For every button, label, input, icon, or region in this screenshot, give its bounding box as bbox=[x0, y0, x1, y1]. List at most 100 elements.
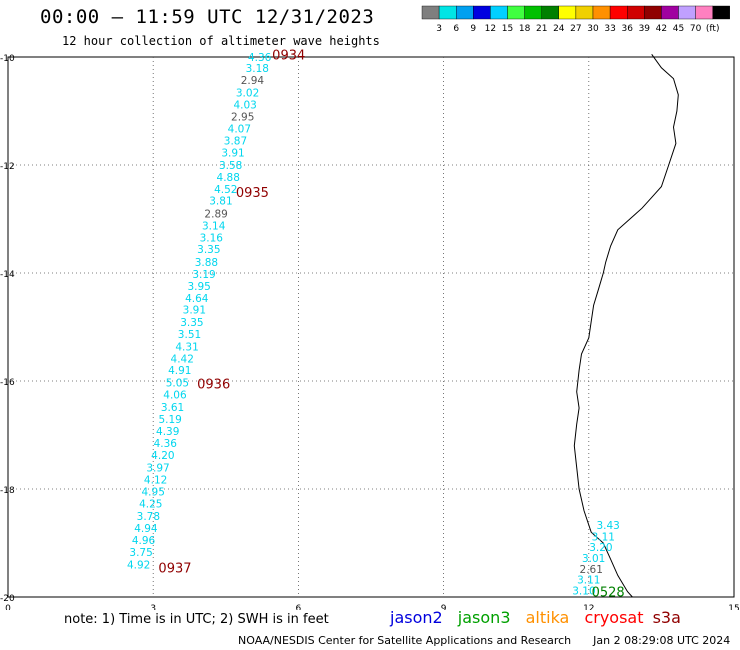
color-scale-label: 33 bbox=[604, 24, 615, 34]
x-tick-label: 15 bbox=[728, 604, 739, 610]
wave-height-label: 4.12 bbox=[144, 474, 167, 486]
wave-height-label: 4.91 bbox=[168, 365, 191, 377]
wave-height-label: 4.07 bbox=[228, 123, 251, 135]
color-scale-bar: 3 6 9 12 15 18 21 24 27 30 33 36 39 42 45 70 (ft) bbox=[421, 5, 731, 34]
wave-height-label: 4.52 bbox=[214, 184, 237, 196]
color-scale-label: 12 bbox=[485, 24, 496, 34]
wave-height-label: 3.75 bbox=[129, 547, 152, 559]
wave-height-label: 4.96 bbox=[132, 535, 156, 547]
generated-timestamp: Jan 2 08:29:08 UTC 2024 bbox=[593, 634, 731, 647]
color-scale-label: 30 bbox=[587, 24, 599, 34]
wave-height-label: 3.81 bbox=[209, 196, 232, 208]
wave-height-label: 3.19 bbox=[192, 269, 215, 281]
color-scale-label: 6 bbox=[453, 24, 459, 34]
wave-height-label: 3.97 bbox=[146, 462, 169, 474]
wave-height-label: 3.58 bbox=[219, 160, 242, 172]
wave-height-label: 3.91 bbox=[183, 305, 206, 317]
wave-height-label: 2.94 bbox=[241, 75, 265, 87]
units-note: note: 1) Time is in UTC; 2) SWH is in fe… bbox=[64, 612, 329, 627]
map-frame bbox=[7, 56, 735, 598]
legend-cryosat: cryosat bbox=[584, 608, 644, 627]
wave-height-label: 5.19 bbox=[158, 414, 181, 426]
wave-height-label: 4.25 bbox=[139, 499, 162, 511]
legend-altika: altika bbox=[525, 608, 570, 627]
wave-height-label: 3.51 bbox=[178, 329, 201, 341]
color-scale-label: 70 bbox=[690, 24, 702, 34]
credit-line: NOAA/NESDIS Center for Satellite Applica… bbox=[238, 634, 730, 647]
y-tick-label: -18 bbox=[0, 486, 15, 496]
color-scale-label: (ft) bbox=[706, 24, 720, 34]
wave-height-label: 4.03 bbox=[233, 100, 256, 112]
color-scale-label: 36 bbox=[621, 24, 633, 34]
color-scale-label: 24 bbox=[553, 24, 565, 34]
wave-height-label: 3.01 bbox=[582, 553, 605, 565]
y-tick-label: -16 bbox=[0, 378, 15, 388]
pass-time-label: 0934 bbox=[272, 48, 305, 63]
pass-time-label: 0937 bbox=[158, 561, 191, 576]
color-scale-label: 42 bbox=[656, 24, 667, 34]
wave-height-label: 3.10 bbox=[572, 586, 595, 598]
wave-height-label: 2.61 bbox=[580, 564, 603, 576]
color-scale-label: 45 bbox=[673, 24, 684, 34]
wave-height-label: 3.35 bbox=[180, 317, 203, 329]
wave-height-label: 4.92 bbox=[127, 560, 150, 572]
wave-height-label: 4.36 bbox=[248, 52, 272, 64]
wave-height-label: 2.89 bbox=[204, 209, 227, 221]
x-tick-label: 9 bbox=[441, 604, 447, 610]
wave-height-label: 4.06 bbox=[163, 390, 187, 402]
x-tick-label: 12 bbox=[583, 604, 594, 610]
y-tick-label: -20 bbox=[0, 594, 15, 604]
wave-height-label: 3.88 bbox=[195, 257, 218, 269]
wave-height-label: 4.31 bbox=[175, 341, 198, 353]
wave-height-label: 5.05 bbox=[166, 378, 189, 390]
wave-height-label: 3.61 bbox=[161, 402, 184, 414]
page-title: 00:00 – 11:59 UTC 12/31/2023 bbox=[40, 6, 375, 28]
wave-height-label: 3.18 bbox=[246, 63, 269, 75]
wave-height-label: 3.14 bbox=[202, 220, 226, 232]
wave-height-label: 4.36 bbox=[154, 438, 178, 450]
wave-height-label: 3.11 bbox=[592, 532, 615, 544]
color-scale-label: 21 bbox=[536, 24, 547, 34]
color-scale-label: 27 bbox=[570, 24, 581, 34]
legend-s3a: s3a bbox=[652, 608, 681, 627]
coastline bbox=[573, 54, 679, 598]
wave-height-map: 0 3 6 9 12 15-10-12-14-16-18-204.363.182.943.… bbox=[0, 48, 740, 610]
wave-height-label: 3.02 bbox=[236, 88, 259, 100]
legend-jason2: jason2 bbox=[390, 608, 443, 627]
color-scale-label: 15 bbox=[502, 24, 513, 34]
color-scale-label: 3 bbox=[436, 24, 442, 34]
wave-height-label: 3.43 bbox=[596, 520, 619, 532]
wave-height-label: 4.39 bbox=[156, 426, 179, 438]
credit-text: NOAA/NESDIS Center for Satellite Applica… bbox=[238, 634, 572, 647]
y-tick-label: -14 bbox=[0, 270, 15, 280]
wave-height-label: 3.78 bbox=[137, 511, 160, 523]
wave-height-label: 2.95 bbox=[231, 111, 254, 123]
color-scale-label: 39 bbox=[639, 24, 651, 34]
color-scale-label: 18 bbox=[519, 24, 531, 34]
y-tick-label: -12 bbox=[0, 162, 15, 172]
wave-height-label: 4.95 bbox=[142, 487, 165, 499]
wave-height-label: 3.35 bbox=[197, 244, 220, 256]
y-tick-label: -10 bbox=[0, 54, 15, 64]
wave-height-label: 3.91 bbox=[221, 148, 244, 160]
wave-height-label: 3.95 bbox=[187, 281, 210, 293]
pass-time-label: 0936 bbox=[197, 378, 230, 393]
color-scale-label: 9 bbox=[470, 24, 476, 34]
x-tick-label: 6 bbox=[296, 604, 302, 610]
wave-height-label: 3.16 bbox=[200, 232, 224, 244]
wave-height-label: 3.20 bbox=[589, 542, 612, 554]
x-tick-label: 3 bbox=[150, 604, 156, 610]
pass-time-label: 0935 bbox=[236, 186, 269, 201]
wave-height-label: 4.64 bbox=[185, 293, 209, 305]
wave-height-label: 3.11 bbox=[577, 575, 600, 587]
satellite-legend: jason2 jason3 altika cryosat s3a bbox=[390, 608, 691, 627]
page-subtitle: 12 hour collection of altimeter wave hei… bbox=[62, 34, 380, 48]
legend-jason3: jason3 bbox=[457, 608, 511, 627]
wave-height-label: 3.87 bbox=[224, 136, 247, 148]
wave-height-label: 4.88 bbox=[217, 172, 240, 184]
pass-time-label: 0528 bbox=[592, 586, 625, 601]
wave-height-label: 4.42 bbox=[171, 353, 194, 365]
wave-height-label: 4.20 bbox=[151, 450, 174, 462]
color-swatch bbox=[712, 5, 731, 20]
x-tick-label: 0 bbox=[5, 604, 11, 610]
